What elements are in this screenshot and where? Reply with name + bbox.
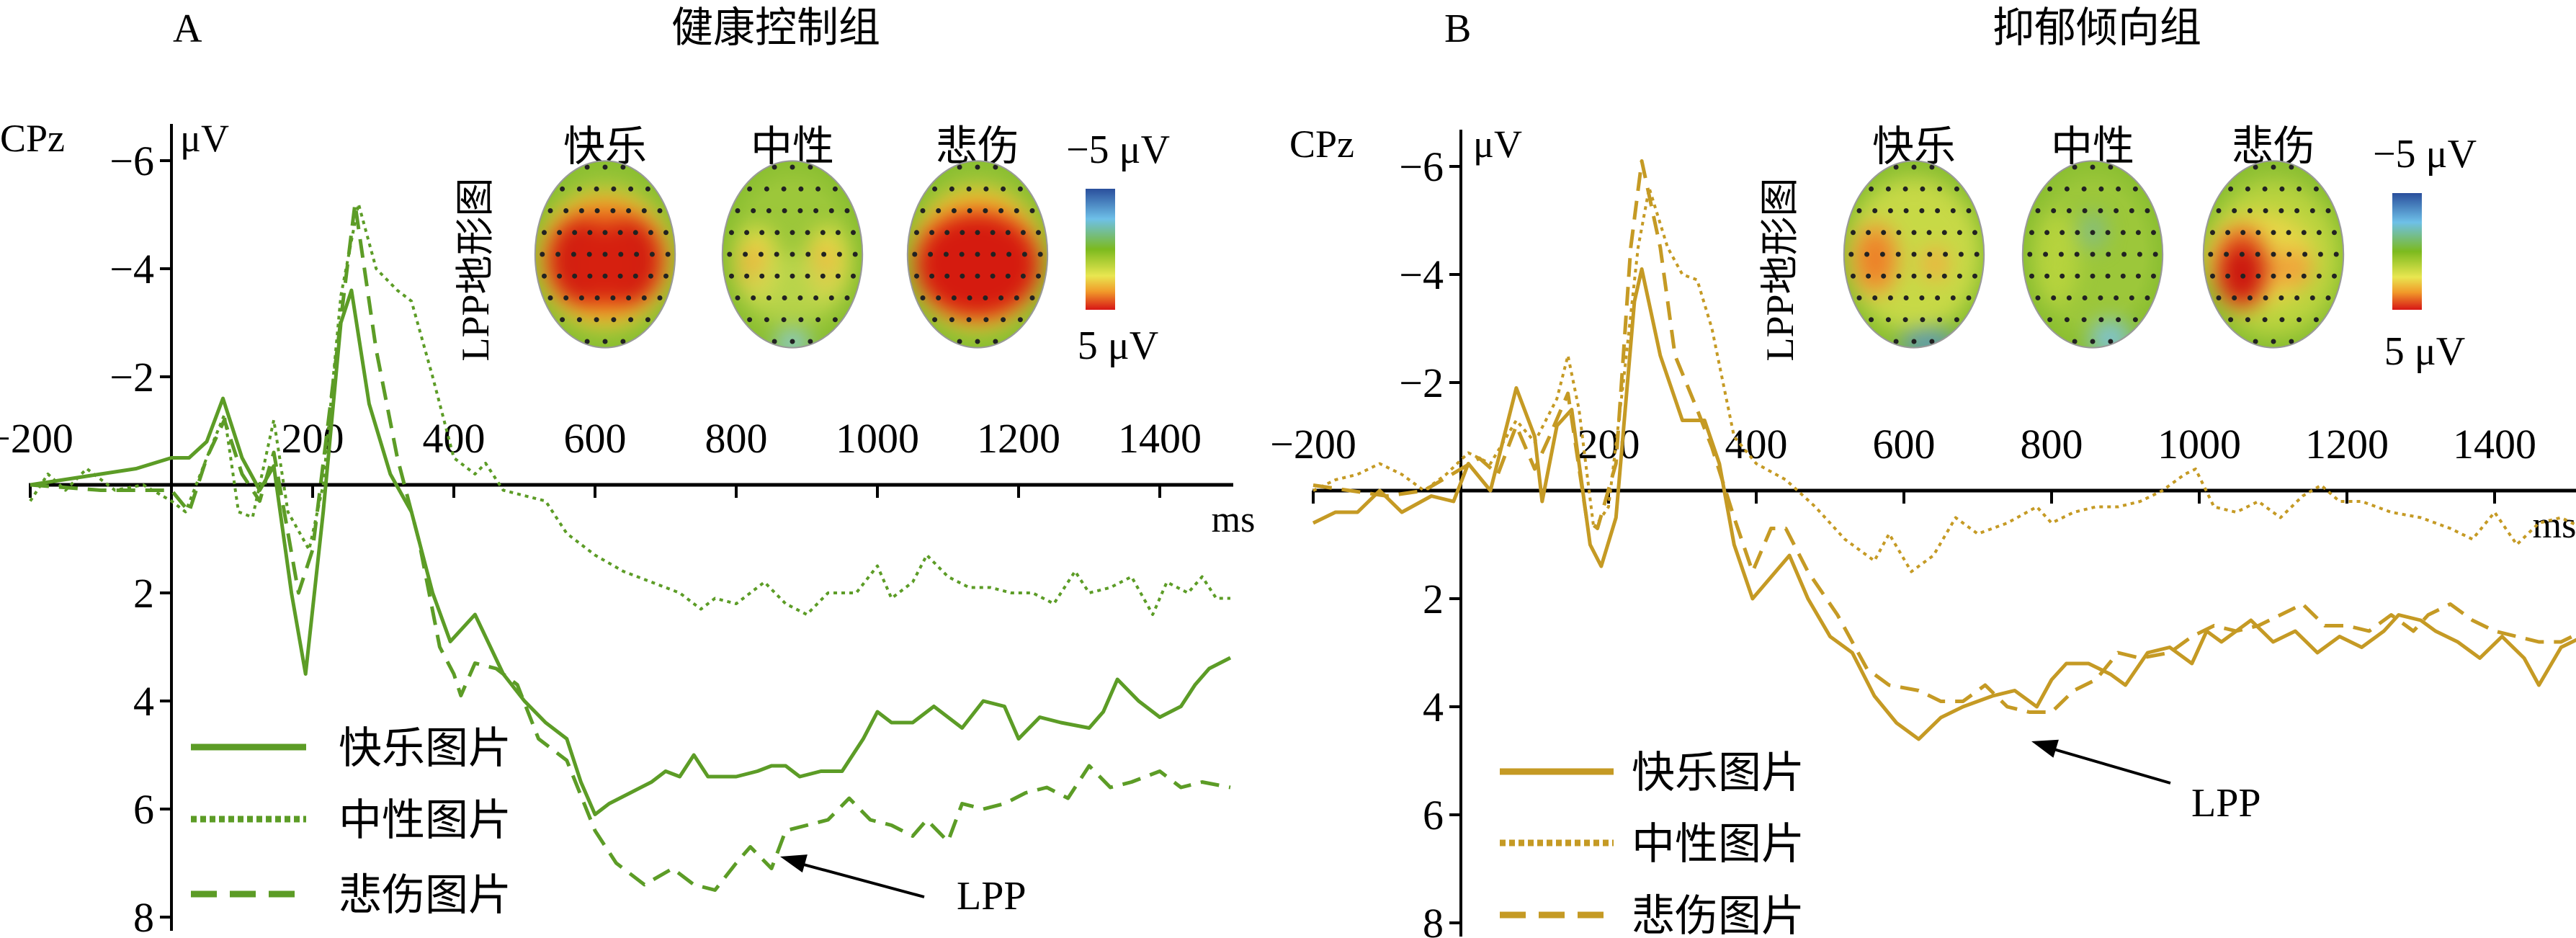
series-line-dashed [30,202,1231,892]
series-line-solid [1312,267,2576,741]
panel-A: A 健康控制组 CPz μV −200 200 400 600 800 1000 1200 1400m… [0,4,1255,938]
x-tick-label: 600 [1873,421,1936,468]
x-tick-label: 200 [282,415,344,462]
legend-label: 中性图片 [339,797,511,844]
panel-B: B 抑郁倾向组 CPz μV −200 200 400 600 800 1000 1200 1400 m… [1270,4,2576,938]
x-tick-label: 1000 [2157,421,2241,468]
x-tick-label: 1200 [977,415,1060,462]
y-tick-label: 8 [1423,900,1444,938]
colorbar-top-label: −5 μV [2373,132,2477,177]
topomap: 悲伤 [906,123,1049,349]
panel-label: A [173,6,202,51]
y-tick-label: 8 [133,894,154,938]
topomap: 快乐 [534,123,676,349]
series-line-solid [30,288,1232,816]
y-tick-label: −6 [1399,143,1444,190]
colorbar-top-label: −5 μV [1066,128,1170,172]
topomap-label: LPP地形图 [1758,177,1802,361]
y-tick-label: −4 [1399,251,1444,298]
x-tick-label: 800 [2021,421,2083,468]
x-tick-label: 1200 [2305,421,2389,468]
x-tick-label: 1000 [836,415,919,462]
y-tick-label: 2 [1423,576,1444,622]
y-tick-label: 2 [133,570,154,617]
y-tick-label: 4 [133,678,154,725]
electrode-dots [1848,164,1980,344]
legend-label: 快乐图片 [1632,749,1804,797]
topomap: 中性 [2021,123,2164,349]
x-tick-label: 1400 [2453,421,2536,468]
panel-title: 抑郁倾向组 [1993,4,2201,51]
y-axis-unit: μV [180,117,229,160]
colorbar-bottom-label: 5 μV [1078,323,1158,368]
legend-label: 悲伤图片 [339,872,511,919]
y-tick-label: 6 [1423,792,1444,839]
x-tick-label: 400 [1725,421,1788,468]
channel-label: CPz [1289,122,1354,166]
electrode-dots [2027,164,2158,344]
y-tick-label: 4 [1423,684,1444,731]
x-tick-label: −200 [1270,421,1356,468]
x-tick-label: 200 [1578,421,1640,468]
panel-title: 健康控制组 [671,4,880,51]
y-tick-label: 6 [133,786,154,833]
y-tick-label: −4 [109,246,154,292]
electrode-dots [912,164,1043,344]
annotation-label: LPP [2191,781,2261,826]
series-line-dashed [1312,159,2576,714]
colorbar [1086,189,1115,310]
electrode-dots [2208,164,2339,344]
channel-label: CPz [0,117,65,160]
annotation-label: LPP [957,874,1027,919]
y-tick-label: −6 [109,138,154,184]
colorbar [2392,193,2422,310]
x-tick-label: 800 [705,415,768,462]
legend-label: 中性图片 [1632,821,1804,868]
electrode-dots [540,164,671,344]
electrode-dots [727,164,858,344]
topomap: 中性 [721,123,864,349]
legend-label: 悲伤图片 [1632,893,1804,938]
panel-label: B [1444,6,1471,51]
topomap: 快乐 [1843,123,1985,349]
x-tick-label: −200 [0,415,73,462]
y-tick-label: −2 [1399,359,1444,406]
arrow-head-icon [2031,739,2059,758]
legend-label: 快乐图片 [339,725,511,772]
x-tick-label: 400 [423,415,486,462]
x-axis-unit: ms [2533,505,2576,546]
annotation-arrow [2041,744,2171,785]
arrow-head-icon [780,854,808,873]
x-tick-label: 600 [564,415,627,462]
y-axis-unit: μV [1473,122,1522,166]
topomap: 悲伤 [2202,123,2345,349]
series-line-dotted [1312,187,2576,573]
colorbar-bottom-label: 5 μV [2384,329,2465,374]
annotation-arrow [790,859,925,898]
topomap-label: LPP地形图 [454,177,497,361]
x-tick-label: 1400 [1118,415,1202,462]
series-line-dotted [29,202,1230,616]
y-tick-label: −2 [109,354,154,401]
x-axis-unit: ms [1212,499,1256,540]
